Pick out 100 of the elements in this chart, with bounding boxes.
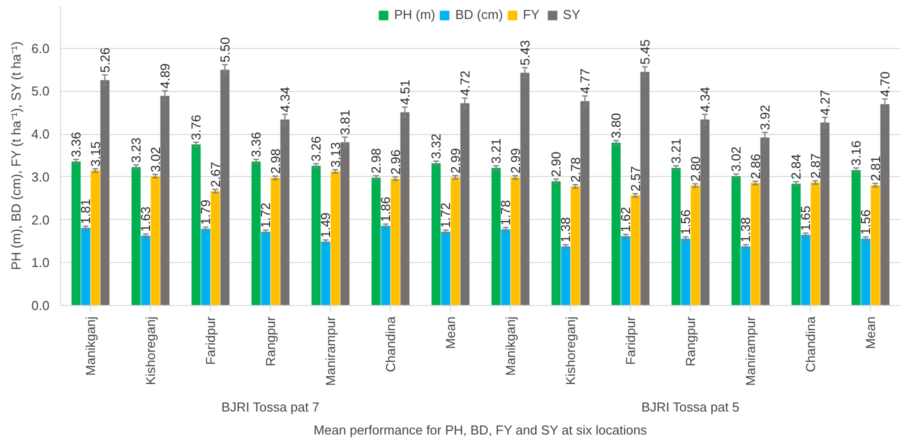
- bar: [312, 166, 321, 306]
- bar: [90, 170, 100, 306]
- data-label: 3.26: [308, 136, 324, 162]
- x-tick-label: Manirampur: [743, 316, 758, 386]
- data-label: 3.23: [128, 137, 144, 163]
- data-label: 1.78: [498, 200, 514, 226]
- data-label: 1.81: [78, 198, 94, 224]
- legend-label: PH (m): [394, 7, 436, 22]
- y-tick-label: 3.0: [31, 169, 50, 184]
- text: BJRI Tossa pat 5: [641, 400, 740, 414]
- data-label: 3.80: [608, 113, 624, 138]
- legend-label: FY: [522, 7, 541, 22]
- bar: [381, 226, 390, 306]
- bar: [280, 120, 290, 306]
- data-label: 3.02: [728, 146, 744, 172]
- data-label: 2.98: [268, 148, 283, 174]
- data-label: 2.96: [388, 149, 403, 175]
- data-label: 1.38: [558, 217, 574, 242]
- x-tick-label: Chandina: [803, 316, 818, 372]
- x-tick-label: Faridpur: [623, 316, 638, 365]
- data-label: 2.99: [508, 148, 523, 174]
- data-label: 1.62: [618, 206, 634, 232]
- bar: [580, 101, 590, 306]
- x-tick-label: Chandina: [383, 316, 398, 372]
- bar: [690, 186, 700, 306]
- bar: [372, 178, 381, 306]
- bar: [760, 138, 770, 306]
- bar: [100, 80, 110, 306]
- data-label: 5.26: [97, 47, 112, 73]
- data-label: 4.89: [157, 63, 172, 89]
- data-label: 2.81: [868, 156, 883, 182]
- x-tick-label: Kishoreganj: [563, 316, 578, 386]
- bar: [750, 182, 760, 306]
- data-label: 2.98: [368, 148, 384, 174]
- legend-label: SY: [562, 7, 582, 22]
- bar: [732, 176, 741, 306]
- data-label: 3.76: [188, 114, 204, 140]
- bar: [150, 176, 160, 306]
- data-label: 3.16: [848, 140, 864, 166]
- data-label: 3.92: [757, 104, 772, 130]
- bar: [801, 234, 810, 306]
- data-label: 2.57: [628, 166, 643, 192]
- x-tick-label: Faridpur: [203, 316, 218, 365]
- text: BJRI Tossa pat 7: [221, 400, 320, 414]
- y-tick-label: 2.0: [31, 212, 50, 228]
- bar: [261, 232, 270, 306]
- bar: [561, 246, 570, 306]
- bar: [870, 185, 880, 306]
- data-label: 2.90: [548, 152, 564, 177]
- data-label: 3.36: [248, 132, 264, 158]
- x-tick-label: Manikganj: [83, 316, 98, 376]
- data-label: 3.13: [328, 142, 343, 168]
- x-tick-label: Manirampur: [323, 316, 338, 386]
- y-axis-title: PH (m), BD (cm), FY (t ha⁻¹), SY (t ha⁻¹): [8, 41, 24, 270]
- data-label: 5.50: [217, 37, 232, 62]
- x-tick-label: Rangpur: [683, 316, 698, 366]
- data-label: 4.77: [577, 68, 592, 94]
- data-label: 3.81: [337, 110, 352, 135]
- legend-label: BD (cm): [455, 7, 503, 22]
- y-tick-label: 0.0: [31, 298, 50, 313]
- bar: [552, 181, 561, 306]
- data-label: 4.72: [457, 70, 472, 96]
- y-tick-label: 5.0: [31, 84, 50, 99]
- bar: [630, 195, 640, 306]
- data-label: 4.70: [877, 71, 892, 97]
- bar: [520, 72, 530, 306]
- data-label: 4.34: [277, 86, 292, 112]
- bar: [330, 171, 340, 306]
- data-label: 1.56: [678, 209, 694, 235]
- bar: [192, 144, 201, 306]
- bar: [612, 142, 621, 306]
- bar: [700, 120, 710, 306]
- data-label: 2.78: [568, 157, 583, 182]
- bar: [270, 178, 280, 306]
- bar: [390, 178, 400, 306]
- data-label: 2.80: [688, 156, 703, 182]
- bar: [132, 167, 141, 306]
- bar: [432, 163, 441, 306]
- bar: [501, 229, 510, 306]
- data-label: 3.36: [68, 132, 84, 158]
- bar: [81, 228, 90, 306]
- y-tick-label: 1.0: [31, 255, 50, 270]
- data-label: 1.56: [858, 209, 874, 235]
- data-label: 5.43: [517, 40, 532, 66]
- data-label: 1.38: [738, 217, 754, 242]
- data-label: 5.45: [637, 39, 652, 65]
- y-tick-label: 4.0: [31, 126, 50, 142]
- data-label: 2.99: [448, 148, 463, 174]
- x-tick-label: Rangpur: [263, 316, 278, 366]
- bar: [400, 112, 410, 306]
- data-label: 1.49: [318, 212, 334, 238]
- bar: [252, 162, 261, 306]
- data-label: 1.63: [138, 206, 154, 232]
- bar: [160, 96, 170, 306]
- data-label: 1.79: [198, 200, 214, 225]
- data-label: 4.34: [697, 86, 712, 112]
- bar: [210, 191, 220, 306]
- data-label: 1.86: [378, 196, 394, 222]
- bar: [820, 122, 830, 306]
- data-label: 2.87: [808, 153, 823, 179]
